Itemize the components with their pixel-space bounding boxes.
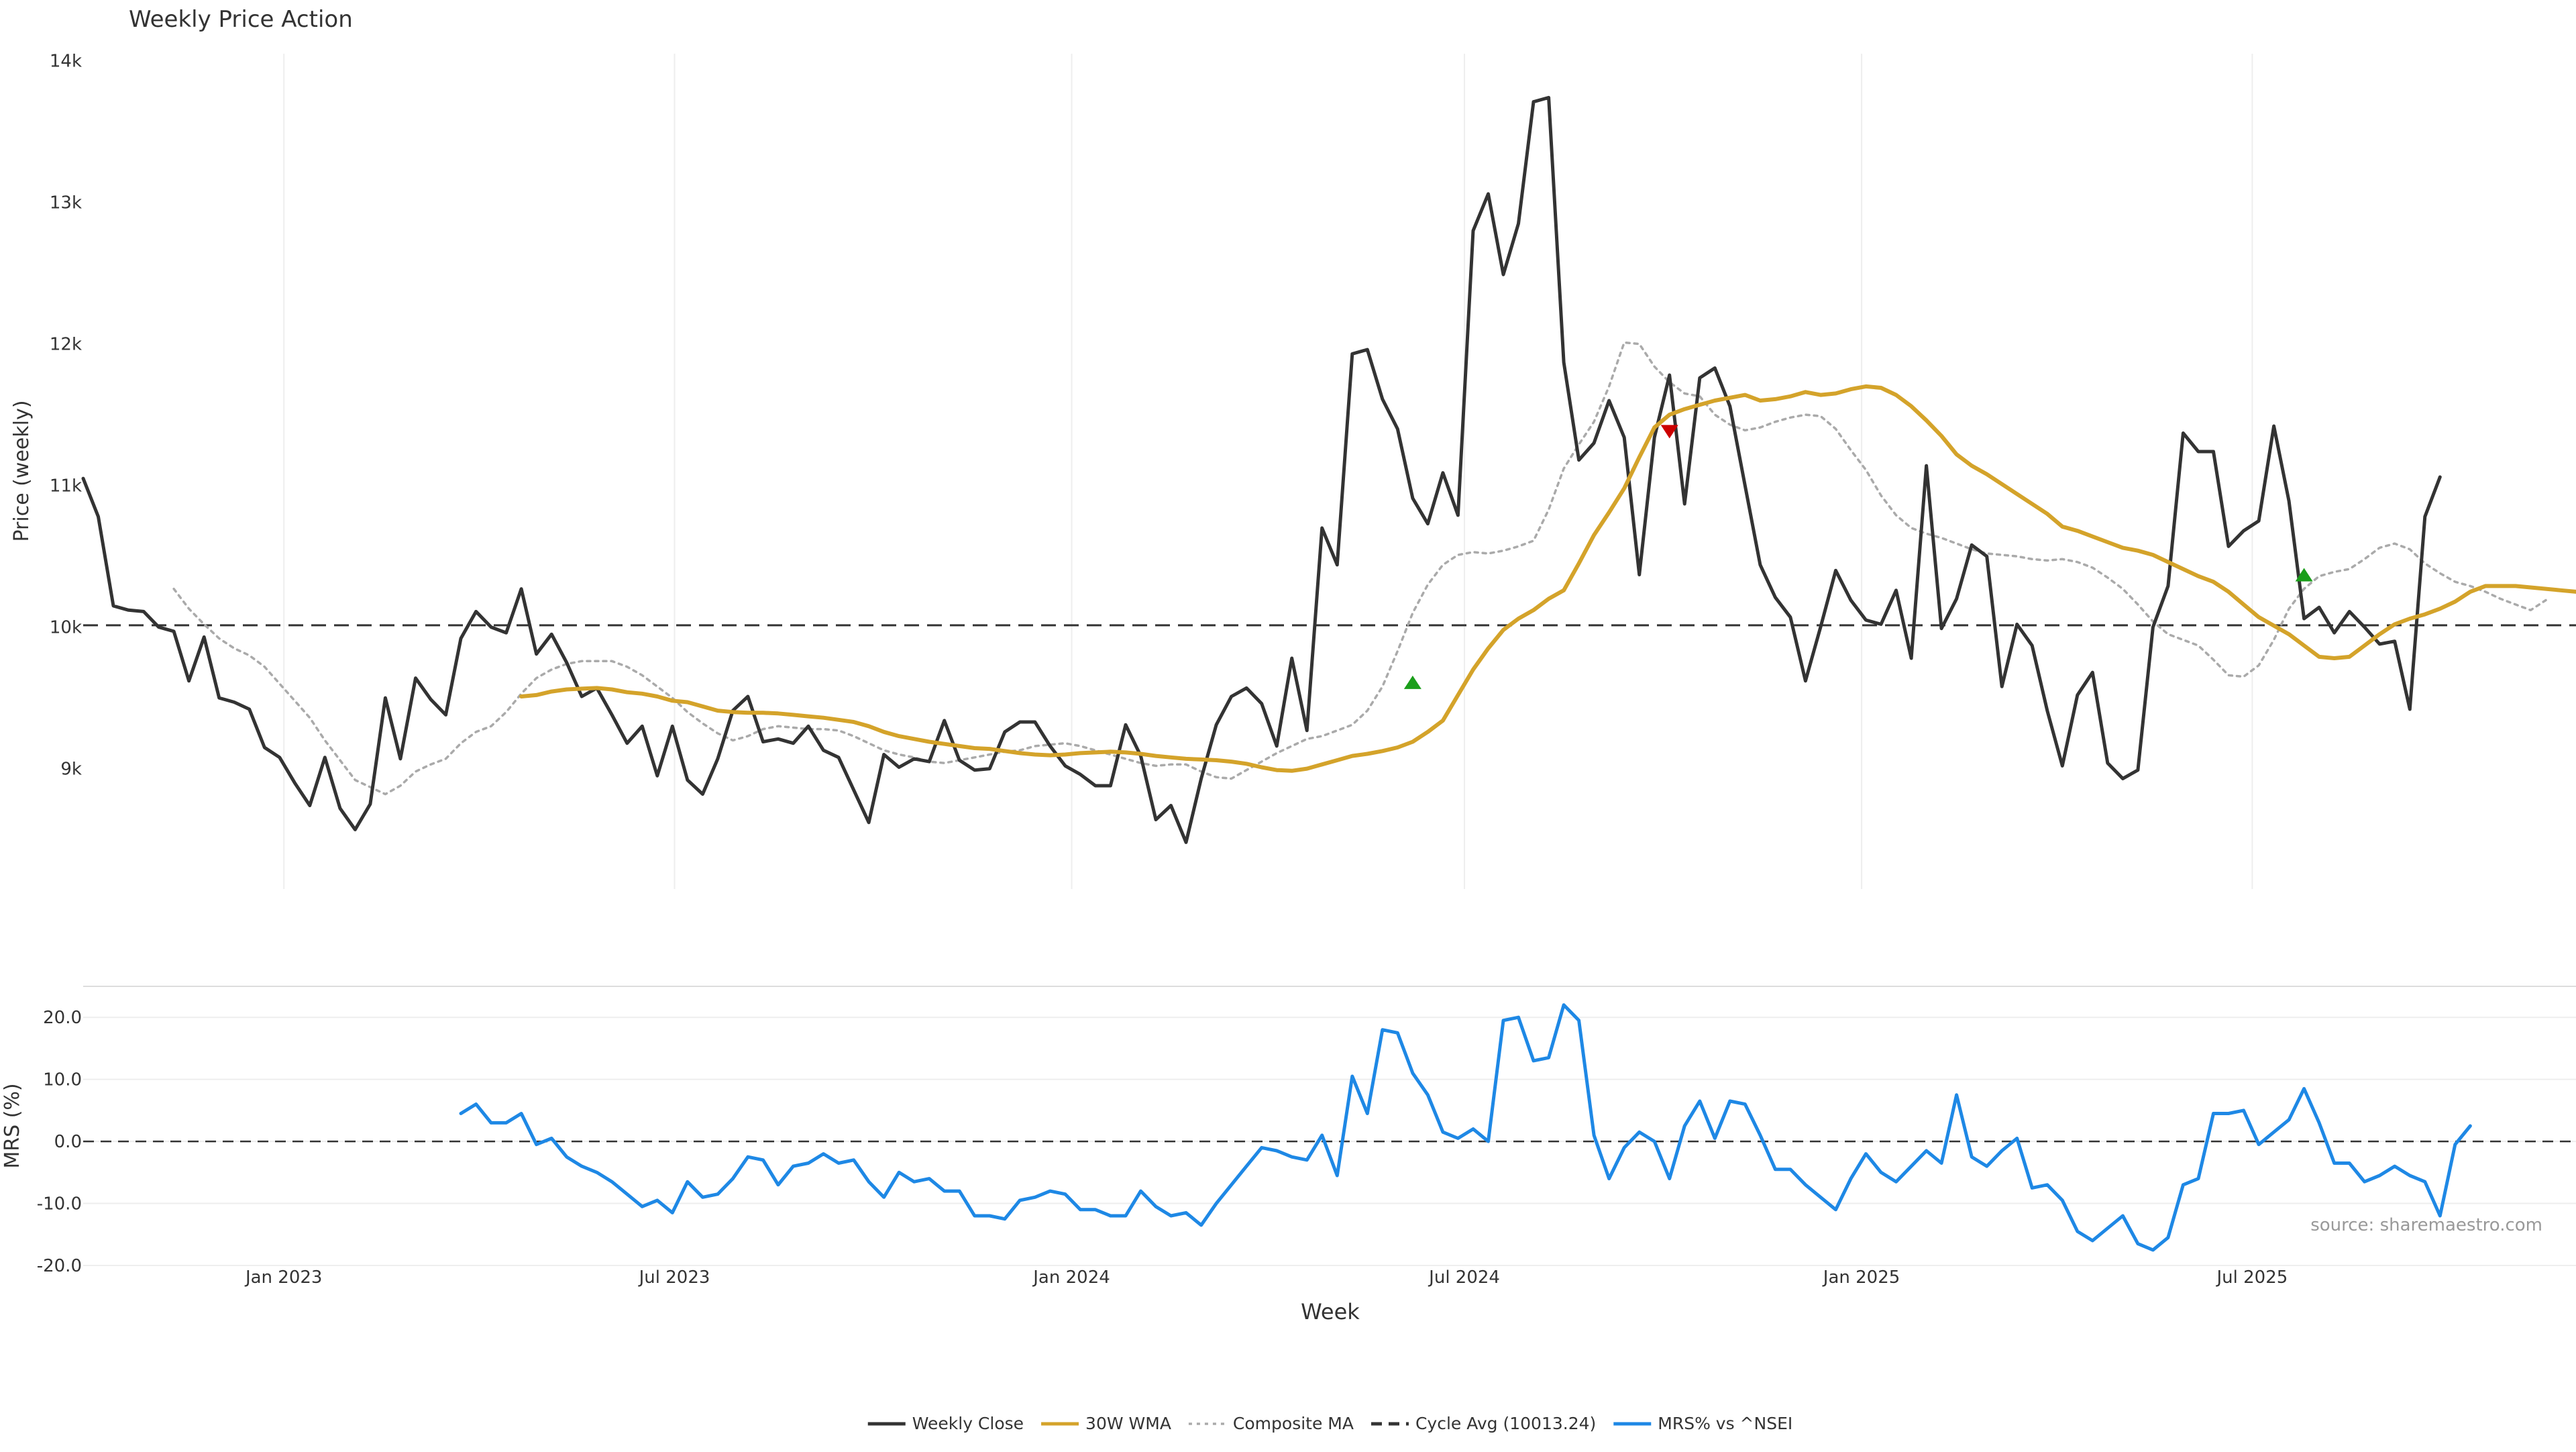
price-y-tick-label: 12k <box>50 335 82 355</box>
chart-title: Weekly Price Action <box>129 6 353 33</box>
x-tick-label: Jul 2024 <box>1428 1267 1500 1288</box>
legend-item-cycle-avg-10013-24: Cycle Avg (10013.24) <box>1371 1414 1596 1433</box>
mrs-y-tick-label: 20.0 <box>43 1008 82 1028</box>
x-tick-label: Jul 2023 <box>638 1267 710 1288</box>
legend-label: Composite MA <box>1233 1414 1354 1433</box>
price-series-group <box>81 95 2576 844</box>
buy-signal-marker <box>2295 568 2313 582</box>
x-tick-label: Jan 2024 <box>1032 1267 1110 1288</box>
source-annotation: source: sharemaestro.com <box>2310 1215 2542 1235</box>
price-y-tick-label: 10k <box>50 618 82 638</box>
mrs-y-tick-label: 10.0 <box>43 1070 82 1090</box>
price-grid <box>283 54 2253 889</box>
legend-label: Cycle Avg (10013.24) <box>1415 1414 1596 1433</box>
price-axis-label: Price (weekly) <box>10 400 34 541</box>
legend-item-mrs-vs-nsei: MRS% vs ^NSEI <box>1613 1414 1792 1433</box>
legend-item-composite-ma: Composite MA <box>1188 1414 1354 1433</box>
mrs-y-tick-label: -20.0 <box>37 1256 82 1276</box>
price-y-ticks: 9k 10k 11k 12k 13k 14k <box>50 52 82 780</box>
mrs-series-group <box>459 1003 2472 1252</box>
mrs-y-tick-label: 0.0 <box>54 1132 82 1152</box>
mrs-y-tick-label: -10.0 <box>37 1194 82 1214</box>
sell-signal-marker <box>1660 425 1678 439</box>
price-y-tick-label: 11k <box>50 476 82 497</box>
mrs-vs-nsei-line <box>459 1003 2472 1252</box>
weekly-close-line <box>81 95 2442 844</box>
x-tick-label: Jan 2025 <box>1822 1267 1900 1288</box>
legend: Weekly Close 30W WMA Composite MA Cycle Avg… <box>867 1414 1792 1433</box>
buy-signal-marker <box>1403 675 1421 689</box>
signal-markers <box>1403 425 2313 689</box>
legend-label: 30W WMA <box>1085 1414 1171 1433</box>
composite-ma-line <box>172 341 2547 796</box>
x-axis-ticks: Jan 2023 Jul 2023 Jan 2024 Jul 2024 Jan 2025… <box>244 1267 2288 1288</box>
price-y-tick-label: 9k <box>60 760 82 780</box>
legend-item-weekly-close: Weekly Close <box>867 1414 1024 1433</box>
mrs-axis-label: MRS (%) <box>1 1083 24 1168</box>
30w-wma-line <box>519 384 2576 773</box>
x-tick-label: Jul 2025 <box>2215 1267 2288 1288</box>
x-tick-label: Jan 2023 <box>244 1267 323 1288</box>
legend-label: Weekly Close <box>912 1414 1024 1433</box>
mrs-y-ticks: -20.0 -10.0 0.0 10.0 20.0 <box>37 1008 82 1276</box>
price-y-tick-label: 14k <box>50 52 82 72</box>
x-axis-title: Week <box>1301 1299 1360 1325</box>
legend-item-30w-wma: 30W WMA <box>1041 1414 1171 1433</box>
legend-label: MRS% vs ^NSEI <box>1658 1414 1792 1433</box>
price-y-tick-label: 13k <box>50 193 82 213</box>
